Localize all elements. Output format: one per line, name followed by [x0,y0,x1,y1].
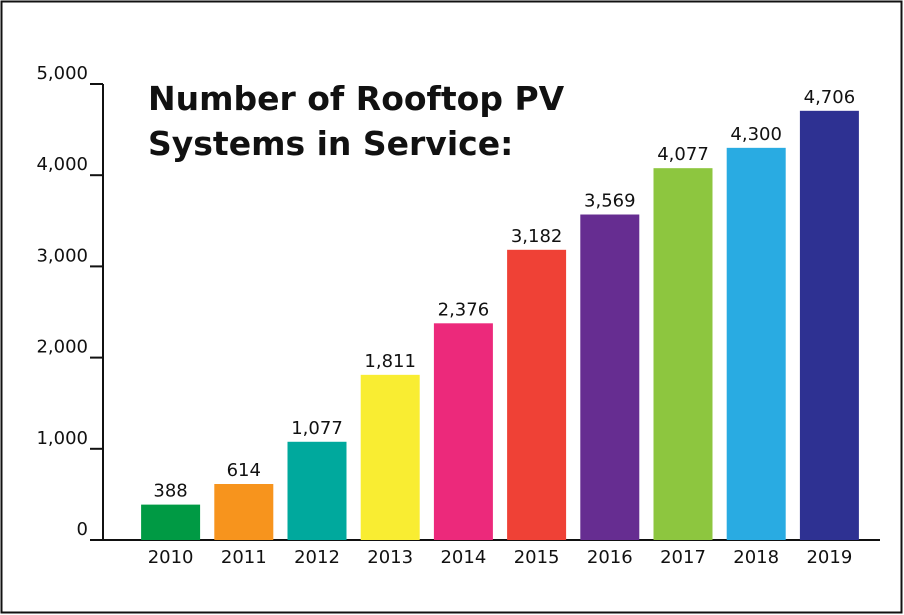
value-label: 614 [227,460,261,481]
bar [799,110,859,540]
y-tick-label: 4,000 [36,154,88,175]
value-label: 3,182 [511,226,563,247]
bar [507,249,567,540]
value-label: 4,300 [730,124,782,145]
bar [433,323,493,540]
x-tick-label: 2011 [221,547,267,568]
y-tick-label: 1,000 [36,428,88,449]
chart-title: Systems in Service: [148,124,513,163]
y-tick-label: 2,000 [36,337,88,358]
value-label: 4,706 [804,87,856,108]
bar [141,504,201,540]
y-tick-label: 0 [77,519,88,540]
x-tick-label: 2018 [733,547,779,568]
value-label: 2,376 [438,299,490,320]
x-tick-label: 2010 [148,547,194,568]
x-tick-label: 2015 [514,547,560,568]
value-label: 388 [153,481,187,502]
bar [360,374,420,540]
bar [214,484,274,540]
bar [726,147,786,540]
bar [653,168,713,540]
x-tick-label: 2016 [587,547,633,568]
y-tick-label: 3,000 [36,245,88,266]
value-label: 4,077 [657,144,709,165]
value-label: 1,811 [364,351,416,372]
bar [287,441,347,540]
chart-title: Number of Rooftop PV [148,79,565,118]
value-label: 3,569 [584,191,636,212]
value-label: 1,077 [291,418,343,439]
x-tick-label: 2013 [367,547,413,568]
bar [580,214,640,540]
x-tick-label: 2014 [440,547,486,568]
x-tick-label: 2012 [294,547,340,568]
y-tick-label: 5,000 [36,63,88,84]
x-tick-label: 2019 [806,547,852,568]
x-tick-label: 2017 [660,547,706,568]
